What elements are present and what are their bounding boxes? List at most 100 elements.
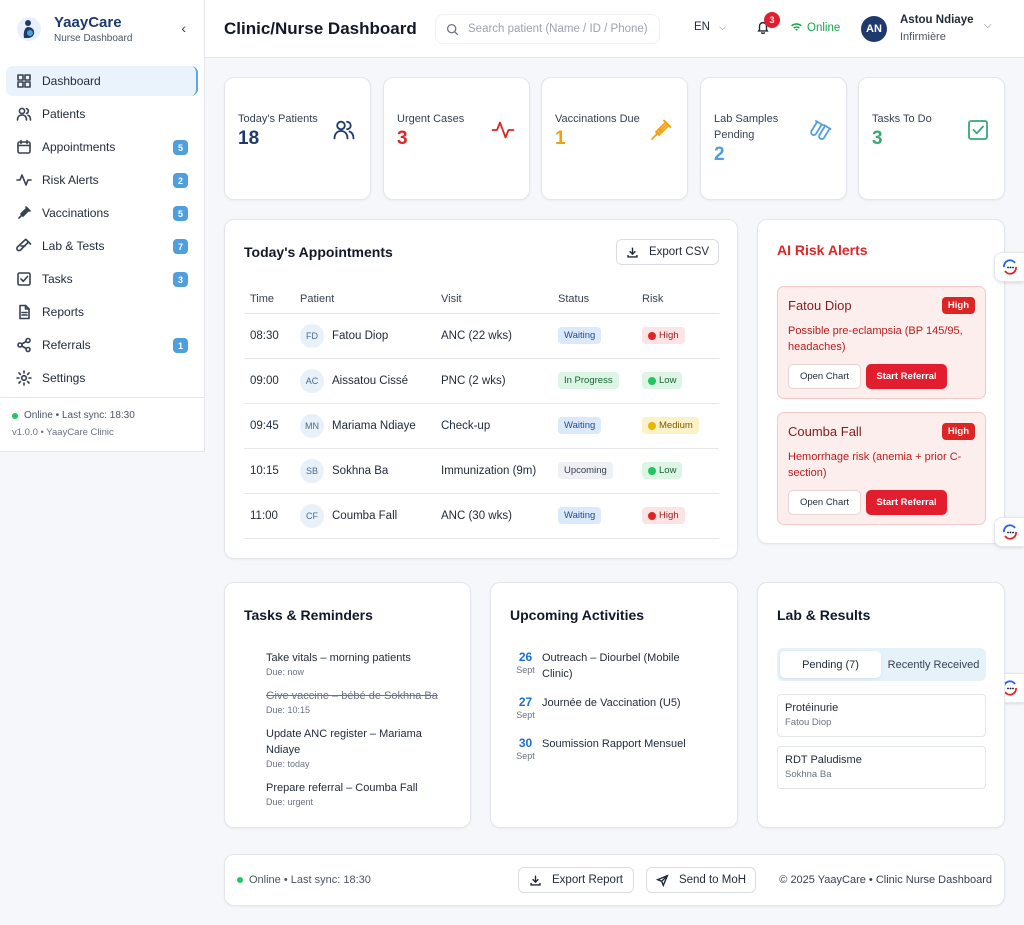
patient-avatar: FD <box>300 323 324 348</box>
sidebar-item-tasks[interactable]: Tasks 3 <box>6 264 198 294</box>
activity-item[interactable]: 27 Sept Journée de Vaccination (U5) <box>510 695 712 720</box>
sidebar-item-label: Settings <box>42 371 86 385</box>
lab-test-name: Protéinurie <box>785 702 839 714</box>
collapse-sidebar-button[interactable]: ‹ <box>181 20 186 36</box>
sidebar-item-risk-alerts[interactable]: Risk Alerts 2 <box>6 165 198 195</box>
task-item[interactable]: Update ANC register – Mariama Ndiaye Due:… <box>266 726 451 769</box>
sidebar-item-appointments[interactable]: Appointments 5 <box>6 132 198 162</box>
status-cell: In Progress <box>552 358 636 404</box>
alert-patient-name: Coumba Fall <box>788 424 862 439</box>
export-report-button[interactable]: Export Report <box>518 867 634 893</box>
task-text: Update ANC register – Mariama Ndiaye <box>266 728 422 756</box>
risk-level: Low <box>659 375 677 386</box>
language-label: EN <box>694 21 710 33</box>
user-menu-chevron-icon[interactable]: ⌵ <box>984 20 992 31</box>
status-badge: In Progress <box>558 372 619 389</box>
sidebar-item-badge: 2 <box>173 173 188 188</box>
sidebar-item-patients[interactable]: Patients <box>6 99 198 129</box>
visit-type: ANC (30 wks) <box>435 493 552 539</box>
alert-patient-name: Fatou Diop <box>788 298 852 313</box>
notifications-button[interactable]: 3 <box>756 12 780 36</box>
patient-name: Aissatou Cissé <box>332 374 409 387</box>
tab-pending[interactable]: Pending (7) <box>780 651 881 678</box>
table-row[interactable]: 08:30 FD Fatou Diop ANC (22 wks) Waiting High <box>244 313 719 359</box>
status-cell: Waiting <box>552 493 636 539</box>
stat-label: Today's Patients <box>238 113 318 125</box>
task-item[interactable]: Prepare referral – Coumba Fall Due: urgen… <box>266 780 451 807</box>
sidebar-item-vaccinations[interactable]: Vaccinations 5 <box>6 198 198 228</box>
search-box[interactable] <box>435 14 660 44</box>
stat-card[interactable]: Tasks To Do 3 <box>858 77 1005 200</box>
activity-title: Journée de Vaccination (U5) <box>542 697 681 709</box>
online-dot-icon <box>12 412 18 419</box>
appointment-time: 09:00 <box>244 358 294 404</box>
risk-cell: Medium <box>636 403 719 449</box>
sidebar-item-label: Patients <box>42 107 86 121</box>
footer-bar: Online • Last sync: 18:30 Export Report … <box>224 854 1005 906</box>
sidebar-item-label: Vaccinations <box>42 206 110 220</box>
start-referral-button[interactable]: Start Referral <box>866 490 947 515</box>
task-item[interactable]: Take vitals – morning patients Due: now <box>266 650 451 677</box>
open-chart-button[interactable]: Open Chart <box>788 364 861 389</box>
footer-status-text: Online • Last sync: 18:30 <box>249 874 371 886</box>
activity-item[interactable]: 26 Sept Outreach – Diourbel (Mobile Clinic… <box>510 650 712 682</box>
stat-card[interactable]: Today's Patients 18 <box>224 77 371 200</box>
stat-card[interactable]: Lab Samples Pending 2 <box>700 77 847 200</box>
activity-item[interactable]: 30 Sept Soumission Rapport Mensuel <box>510 736 712 761</box>
lab-result-item[interactable]: RDT Paludisme Sokhna Ba <box>777 746 986 789</box>
task-item[interactable]: Give vaccine – bébé de Sokhna Ba Due: 10:… <box>266 688 451 715</box>
tab-recently-received[interactable]: Recently Received <box>887 658 980 671</box>
appointment-time: 08:30 <box>244 313 294 359</box>
risk-badge: Medium <box>642 417 699 434</box>
activity-title: Outreach – Diourbel (Mobile Clinic) <box>542 652 680 680</box>
assistant-widget-button[interactable] <box>994 517 1024 547</box>
activities-card: Upcoming Activities 26 Sept Outreach – Dio… <box>490 582 738 828</box>
sidebar-item-badge: 1 <box>173 338 188 353</box>
stat-card[interactable]: Vaccinations Due 1 <box>541 77 688 200</box>
table-row[interactable]: 10:15 SB Sokhna Ba Immunization (9m) Upcomin… <box>244 448 719 494</box>
export-report-label: Export Report <box>552 874 623 886</box>
sidebar-item-badge: 5 <box>173 140 188 155</box>
sidebar-item-settings[interactable]: Settings <box>6 363 198 393</box>
activity-day: 27 <box>518 695 533 709</box>
appointments-table: Time Patient Visit Status Risk 08:30 FD Fatou … <box>244 286 719 539</box>
wifi-icon <box>791 23 802 31</box>
search-input[interactable] <box>468 23 658 35</box>
patient-avatar: SB <box>300 458 324 483</box>
task-due: Due: today <box>266 759 310 769</box>
stat-value: 18 <box>238 128 260 149</box>
sidebar-item-lab-tests[interactable]: Lab & Tests 7 <box>6 231 198 261</box>
assistant-widget-button[interactable] <box>994 252 1024 282</box>
table-row[interactable]: 09:00 AC Aissatou Cissé PNC (2 wks) In Progr… <box>244 358 719 404</box>
activities-title: Upcoming Activities <box>510 607 645 623</box>
task-due: Due: 10:15 <box>266 705 311 715</box>
language-selector[interactable]: EN ⌵ <box>694 21 726 33</box>
send-to-moh-button[interactable]: Send to MoH <box>646 867 756 893</box>
chevron-down-icon: ⌵ <box>719 22 727 32</box>
activity-month: Sept <box>516 751 535 761</box>
lab-patient-name: Sokhna Ba <box>785 769 832 780</box>
test-tubes-icon <box>808 118 832 142</box>
patient-cell: FD Fatou Diop <box>294 313 435 359</box>
alert-level-badge: High <box>941 297 975 314</box>
lab-result-item[interactable]: Protéinurie Fatou Diop <box>777 694 986 737</box>
table-row[interactable]: 09:45 MN Mariama Ndiaye Check-up Waiting Medi… <box>244 403 719 449</box>
risk-cell: Low <box>636 448 719 494</box>
sidebar-item-dashboard[interactable]: Dashboard <box>6 66 198 96</box>
table-row[interactable]: 11:00 CF Coumba Fall ANC (30 wks) Waiting Hig… <box>244 493 719 539</box>
status-cell: Waiting <box>552 313 636 359</box>
status-cell: Upcoming <box>552 448 636 494</box>
open-chart-button[interactable]: Open Chart <box>788 490 861 515</box>
activity-day: 26 <box>518 650 533 664</box>
sidebar-item-referrals[interactable]: Referrals 1 <box>6 330 198 360</box>
patient-avatar: MN <box>300 413 324 438</box>
start-referral-button[interactable]: Start Referral <box>866 364 947 389</box>
visit-type: ANC (22 wks) <box>435 313 552 359</box>
activity-month: Sept <box>516 710 535 720</box>
user-avatar[interactable]: AN <box>861 16 887 42</box>
alert-description: Possible pre-eclampsia (BP 145/95, heada… <box>788 325 963 353</box>
export-csv-button[interactable]: Export CSV <box>616 239 719 265</box>
sidebar-item-reports[interactable]: Reports <box>6 297 198 327</box>
tasks-title: Tasks & Reminders <box>244 607 373 623</box>
stat-card[interactable]: Urgent Cases 3 <box>383 77 530 200</box>
